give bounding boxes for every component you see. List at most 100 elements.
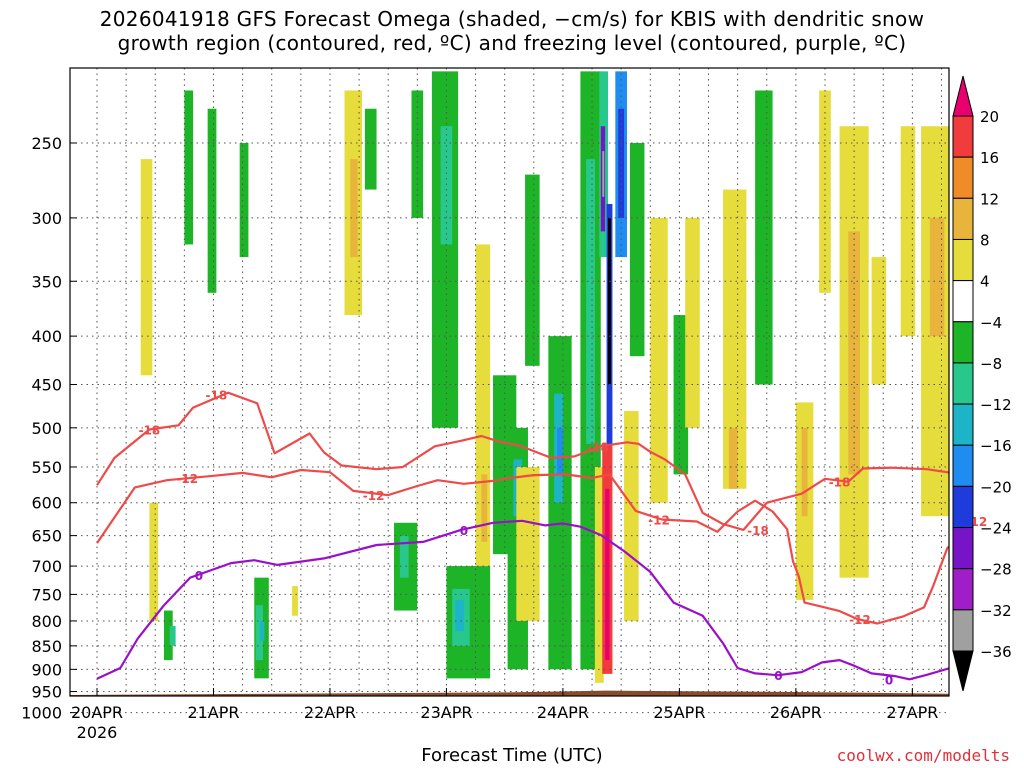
- y-tick-label: 350: [31, 272, 62, 291]
- grid-lines: [70, 68, 949, 714]
- contour-label: 0: [195, 569, 203, 583]
- dgz-contour: [96, 468, 949, 625]
- omega-cell: [516, 466, 540, 621]
- colorbar-label: −8: [980, 355, 1002, 373]
- y-tick-label: 650: [31, 527, 62, 546]
- omega-cell: [871, 257, 887, 385]
- omega-cell: [605, 488, 610, 661]
- dgz-contour: [96, 391, 949, 531]
- colorbar-swatch: [952, 156, 974, 199]
- colorbar-swatch: [952, 609, 974, 652]
- omega-cell: [848, 231, 860, 475]
- x-tick-label: 25APR: [653, 703, 705, 722]
- contour-label: -18: [829, 476, 851, 490]
- colorbar-label: −36: [980, 643, 1012, 661]
- y-tick-label: 950: [31, 683, 62, 702]
- omega-cell: [350, 159, 358, 258]
- colorbar-swatch: [952, 238, 974, 282]
- omega-cell: [586, 159, 595, 444]
- omega-cell: [602, 151, 605, 197]
- plot-frame: [69, 67, 950, 697]
- omega-cell: [1000, 315, 1020, 444]
- y-tick-label: 900: [31, 660, 62, 679]
- colorbar-swatch: [952, 485, 974, 529]
- omega-cell: [411, 90, 424, 218]
- colorbar-label: 12: [980, 190, 999, 208]
- omega-cell: [900, 126, 916, 337]
- contour-label: 0: [885, 673, 893, 687]
- y-tick-label: 1000: [21, 704, 62, 723]
- omega-cell: [819, 90, 831, 293]
- colorbar-swatch: [952, 403, 974, 446]
- colorbar-label: 4: [980, 273, 990, 291]
- omega-cell: [624, 411, 639, 621]
- omega-cell: [801, 427, 808, 517]
- colorbar-label: 20: [980, 108, 999, 126]
- contour-label: -18: [587, 440, 609, 454]
- omega-cell: [184, 90, 194, 245]
- x-axis-ticks: 20APR 21APR 22APR 23APR 24APR 25APR 26APR 27APR…: [71, 688, 938, 742]
- ground-fill: [70, 690, 949, 696]
- colorbar-swatch: [952, 197, 974, 240]
- contour-label: -12: [363, 489, 385, 503]
- y-tick-label: 600: [31, 494, 62, 513]
- omega-cell: [399, 535, 409, 578]
- y-tick-label: 700: [31, 557, 62, 576]
- colorbar-label: −20: [980, 478, 1012, 496]
- x-tick-label: 22APR: [304, 703, 356, 722]
- omega-cell: [440, 126, 453, 245]
- colorbar-label: −32: [980, 602, 1012, 620]
- freezing-level-contour: [96, 519, 949, 681]
- colorbar-top-triangle: [952, 75, 974, 117]
- x-tick-label: 26APR: [770, 703, 822, 722]
- x-tick-label: 20APR: [71, 703, 123, 722]
- colorbar-swatch: [952, 527, 974, 570]
- omega-cell: [618, 108, 625, 218]
- colorbar-label: 16: [980, 149, 999, 167]
- chart-title-line-1: 2026041918 GFS Forecast Omega (shaded, −…: [99, 7, 925, 31]
- colorbar: 20 16 12 8 4 −4 −8 −12 −16 −20 −24 −28 −32 −36: [952, 75, 1012, 692]
- omega-cell: [723, 189, 747, 489]
- omega-cell: [650, 217, 668, 503]
- y-axis-ticks: 250 300 350 400 450 500 550 600 650 700 750 800 850 9…: [21, 134, 77, 723]
- chart-title-line-2: growth region (contoured, red, ºC) and f…: [117, 31, 907, 55]
- omega-cell: [557, 427, 563, 475]
- omega-cell: [481, 474, 488, 542]
- y-tick-label: 550: [31, 458, 62, 477]
- omega-cell: [292, 586, 298, 616]
- y-tick-label: 750: [31, 585, 62, 604]
- omega-cell: [169, 626, 176, 646]
- omega-cell: [673, 315, 689, 475]
- omega-cell: [431, 71, 459, 428]
- omega-cell: [629, 143, 645, 357]
- colorbar-swatch: [952, 568, 974, 611]
- omega-cell: [455, 599, 464, 632]
- omega-cell: [255, 605, 263, 661]
- contour-label: -12: [648, 514, 670, 528]
- colorbar-label: 8: [980, 231, 990, 249]
- colorbar-bottom-triangle: [952, 650, 974, 692]
- x-axis-label: Forecast Time (UTC): [421, 745, 603, 766]
- x-tick-label: 24APR: [537, 703, 589, 722]
- omega-cell: [149, 502, 159, 621]
- contour-label: -12: [849, 613, 871, 627]
- y-tick-label: 300: [31, 209, 62, 228]
- omega-cell: [929, 217, 945, 337]
- omega-cell: [163, 610, 173, 661]
- omega-cell: [594, 466, 604, 683]
- colorbar-swatch: [952, 362, 974, 405]
- omega-cell: [685, 217, 700, 428]
- contour-label: -18: [747, 524, 769, 538]
- ground-surface: [70, 690, 949, 696]
- colorbar-swatch: [952, 444, 974, 487]
- omega-cell: [608, 217, 611, 385]
- y-tick-label: 450: [31, 376, 62, 395]
- colorbar-label: −24: [980, 520, 1012, 538]
- y-tick-label: 400: [31, 327, 62, 346]
- colorbar-label: −4: [980, 314, 1002, 332]
- contour-label: 0: [774, 669, 782, 683]
- omega-cell: [260, 620, 265, 641]
- y-tick-label: 500: [31, 419, 62, 438]
- x-tick-label: 27APR: [886, 703, 938, 722]
